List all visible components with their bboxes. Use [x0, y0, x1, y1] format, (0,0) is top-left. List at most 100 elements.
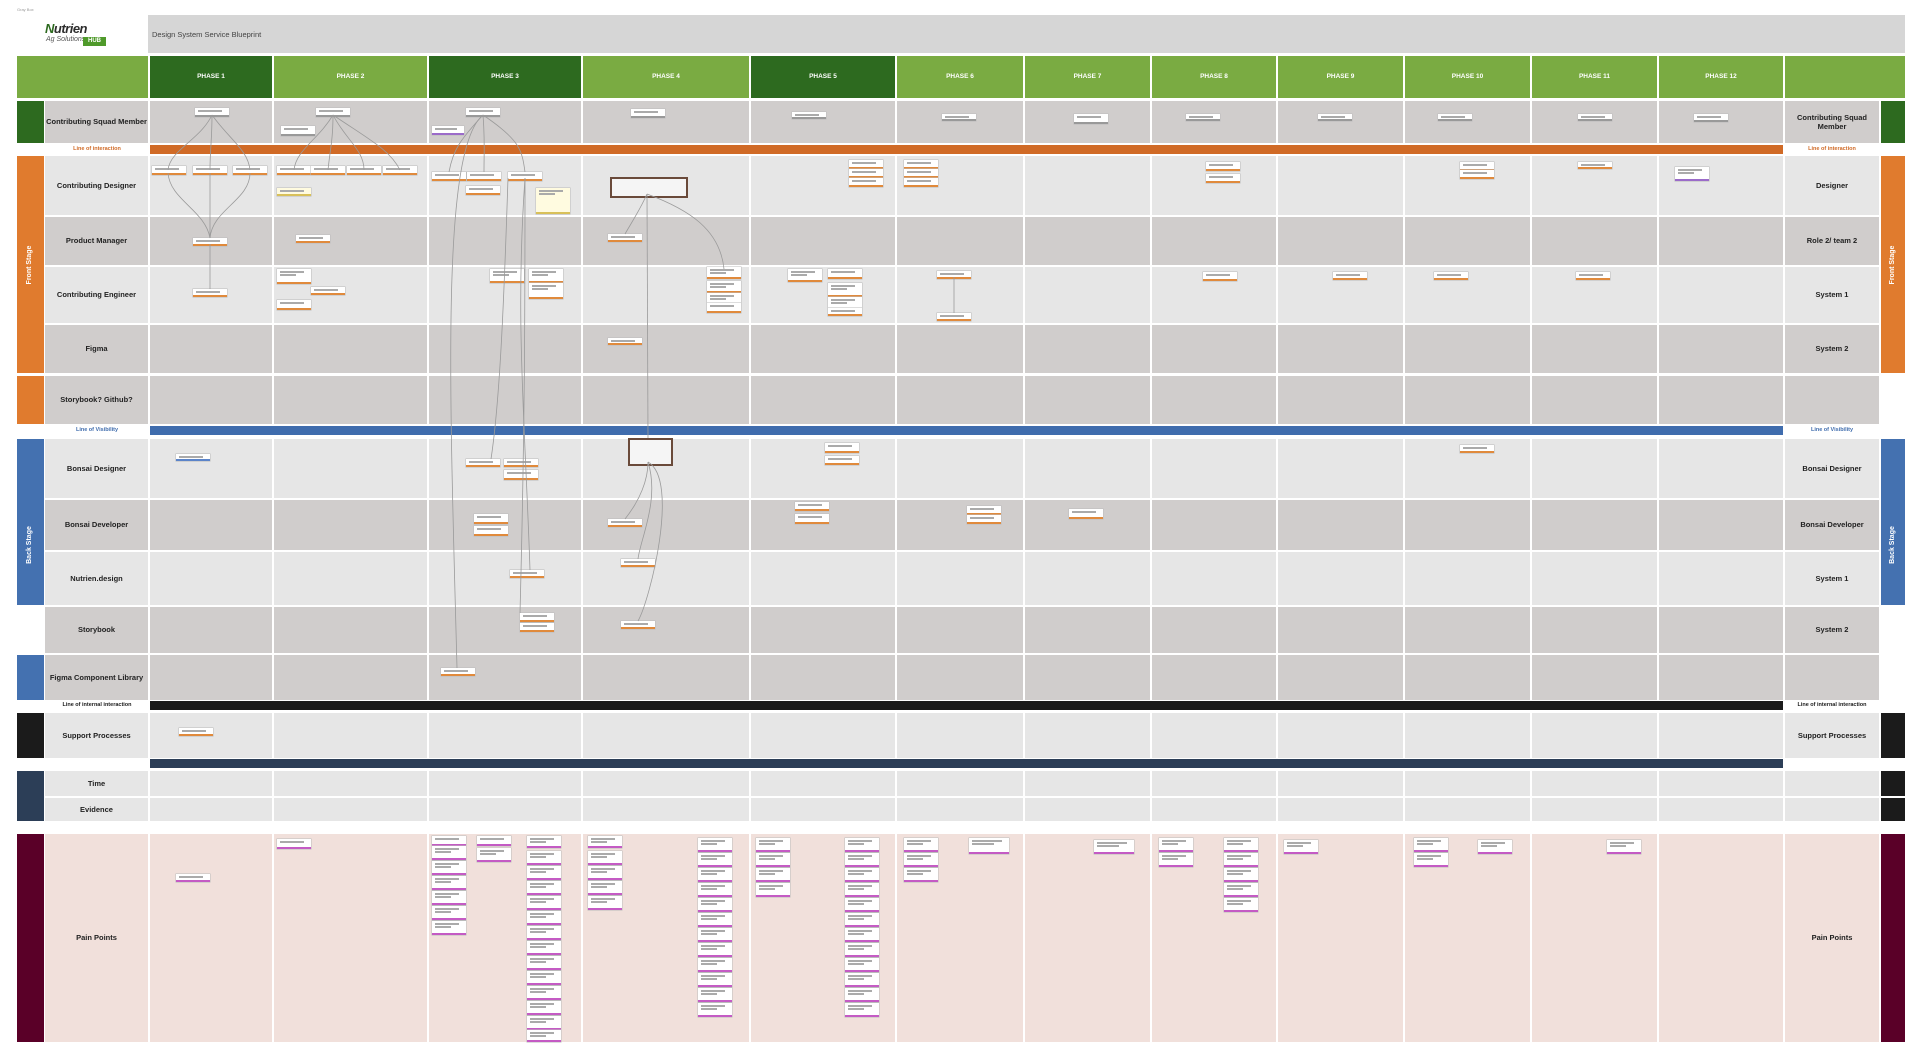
cell-storybook_github-phase-11 [1532, 376, 1657, 424]
cell-designer-phase-7 [1025, 156, 1150, 215]
cell-engineer-phase-12 [1659, 267, 1783, 323]
sticky-note-55 [828, 269, 862, 279]
phase-header-4: PHASE 4 [583, 56, 749, 98]
cell-squad-phase-4 [583, 101, 749, 143]
cell-storybook-phase-6 [897, 607, 1023, 653]
sticky-note-100 [527, 851, 561, 865]
cell-time-phase-6 [897, 771, 1023, 796]
cell-storybook_github-phase-12 [1659, 376, 1783, 424]
sticky-note-135 [845, 853, 879, 867]
row-label-squad: Contributing Squad Member [45, 101, 148, 143]
sticky-note-157 [1224, 898, 1258, 912]
cell-bonsai_designer-phase-5 [751, 439, 895, 498]
sticky-note-119 [698, 853, 732, 867]
sticky-note-31 [904, 160, 938, 169]
sticky-note-56 [828, 283, 862, 297]
cell-nutrien_design-phase-8 [1152, 552, 1276, 605]
cell-support-phase-5 [751, 713, 895, 758]
sticky-note-33 [904, 178, 938, 187]
line-of-internal-interaction-label-right: Line of internal interaction [1797, 702, 1867, 708]
cell-figma_library-phase-1 [150, 655, 272, 700]
sticky-note-46 [277, 300, 311, 310]
sticky-note-141 [845, 943, 879, 957]
squad-strip-left [17, 101, 44, 143]
sticky-note-32 [904, 169, 938, 178]
sticky-note-5 [466, 108, 500, 117]
cell-pm-phase-3 [429, 217, 581, 265]
sticky-note-41 [296, 235, 330, 243]
cell-pm-phase-6 [897, 217, 1023, 265]
cell-bonsai_developer-phase-8 [1152, 500, 1276, 550]
sticky-note-81 [510, 570, 544, 578]
row-label-designer: Contributing Designer [45, 156, 148, 215]
sticky-note-118 [698, 838, 732, 852]
sticky-note-137 [845, 883, 879, 897]
sticky-note-35 [1206, 174, 1240, 183]
row-label-right-designer: Designer [1785, 156, 1879, 215]
sticky-note-12 [1438, 114, 1472, 121]
sticky-note-40 [193, 238, 227, 246]
sticky-note-58 [828, 308, 862, 316]
cell-support-phase-11 [1532, 713, 1657, 758]
cell-evidence-phase-6 [897, 798, 1023, 821]
phase-header-8: PHASE 8 [1152, 56, 1276, 98]
row-label-right-engineer: System 1 [1785, 267, 1879, 323]
cell-evidence-phase-5 [751, 798, 895, 821]
sticky-note-152 [1159, 853, 1193, 867]
cell-figma_library-phase-4 [583, 655, 749, 700]
sticky-note-10 [1186, 114, 1220, 121]
sticky-note-24 [467, 172, 501, 181]
phase-band-left [17, 56, 148, 98]
cell-engineer-phase-5 [751, 267, 895, 323]
logo: Nutrien Ag Solutions HUB [17, 15, 148, 53]
sticky-note-110 [527, 1001, 561, 1015]
front-stage-strip-left [17, 156, 44, 373]
pain-strip-left [17, 834, 44, 1042]
sticky-note-91 [432, 846, 466, 860]
navy-divider-bar [150, 759, 1783, 768]
sticky-note-115 [588, 866, 622, 880]
cell-storybook-phase-9 [1278, 607, 1403, 653]
sticky-note-107 [527, 956, 561, 970]
cell-bonsai_designer-phase-2 [274, 439, 427, 498]
cell-support-phase-6 [897, 713, 1023, 758]
phase-header-6: PHASE 6 [897, 56, 1023, 98]
sticky-note-132 [756, 868, 790, 882]
cell-evidence-phase-1 [150, 798, 272, 821]
cell-pm-phase-10 [1405, 217, 1530, 265]
row-label-bonsai_designer: Bonsai Designer [45, 439, 148, 498]
cell-time-phase-8 [1152, 771, 1276, 796]
sticky-note-116 [588, 881, 622, 895]
sticky-note-158 [1284, 840, 1318, 854]
cell-time-phase-11 [1532, 771, 1657, 796]
cell-nutrien_design-phase-1 [150, 552, 272, 605]
cell-bonsai_designer-phase-3 [429, 439, 581, 498]
cell-designer-phase-1 [150, 156, 272, 215]
cell-squad-phase-2 [274, 101, 427, 143]
row-label-storybook_github: Storybook? Github? [45, 376, 148, 424]
sticky-note-101 [527, 866, 561, 880]
phase-header-7: PHASE 7 [1025, 56, 1150, 98]
row-label-figma_library: Figma Component Library [45, 655, 148, 700]
row-label-pm: Product Manager [45, 217, 148, 265]
sticky-note-72 [1460, 445, 1494, 453]
cell-time-phase-9 [1278, 771, 1403, 796]
back-stage-label-right: Back Stage [1889, 526, 1896, 564]
cell-storybook_github-phase-9 [1278, 376, 1403, 424]
sticky-note-160 [1414, 853, 1448, 867]
sticky-note-95 [432, 906, 466, 920]
cell-time-phase-2 [274, 771, 427, 796]
cell-support-phase-3 [429, 713, 581, 758]
sticky-note-54 [788, 269, 822, 282]
cell-pain-phase-10 [1405, 834, 1530, 1042]
support-strip-left [17, 713, 44, 758]
sticky-note-86 [441, 668, 475, 676]
sticky-note-148 [904, 868, 938, 882]
cell-bonsai_developer-phase-2 [274, 500, 427, 550]
cell-figma-phase-7 [1025, 325, 1150, 373]
cell-squad-phase-9 [1278, 101, 1403, 143]
cell-figma-phase-2 [274, 325, 427, 373]
cell-storybook-phase-2 [274, 607, 427, 653]
sticky-note-13 [1578, 114, 1612, 121]
